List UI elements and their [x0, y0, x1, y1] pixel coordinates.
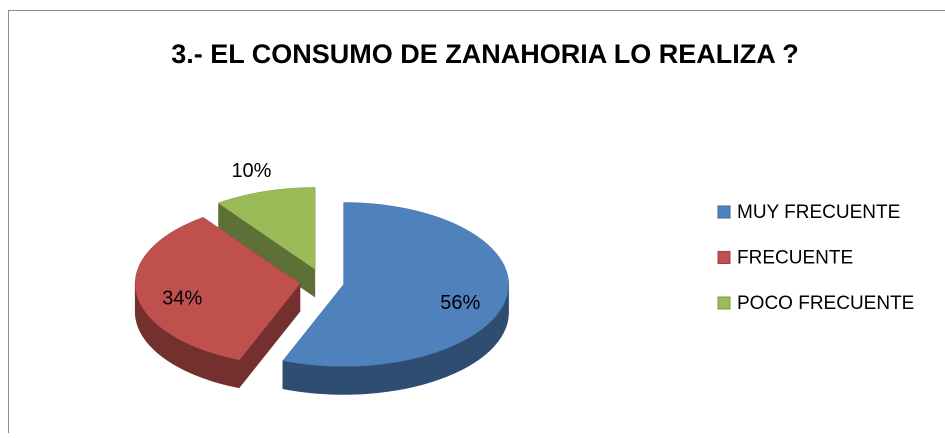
legend-label: POCO FRECUENTE — [737, 293, 914, 314]
chart-title: 3.- EL CONSUMO DE ZANAHORIA LO REALIZA ? — [171, 39, 799, 69]
legend-swatch — [718, 297, 730, 309]
data-label: 34% — [162, 287, 202, 309]
legend-swatch — [718, 206, 730, 218]
legend-swatch — [718, 252, 730, 264]
legend-label: MUY FRECUENTE — [737, 202, 900, 223]
legend-label: FRECUENTE — [737, 248, 853, 269]
data-label: 10% — [231, 160, 271, 182]
data-label: 56% — [440, 292, 480, 314]
